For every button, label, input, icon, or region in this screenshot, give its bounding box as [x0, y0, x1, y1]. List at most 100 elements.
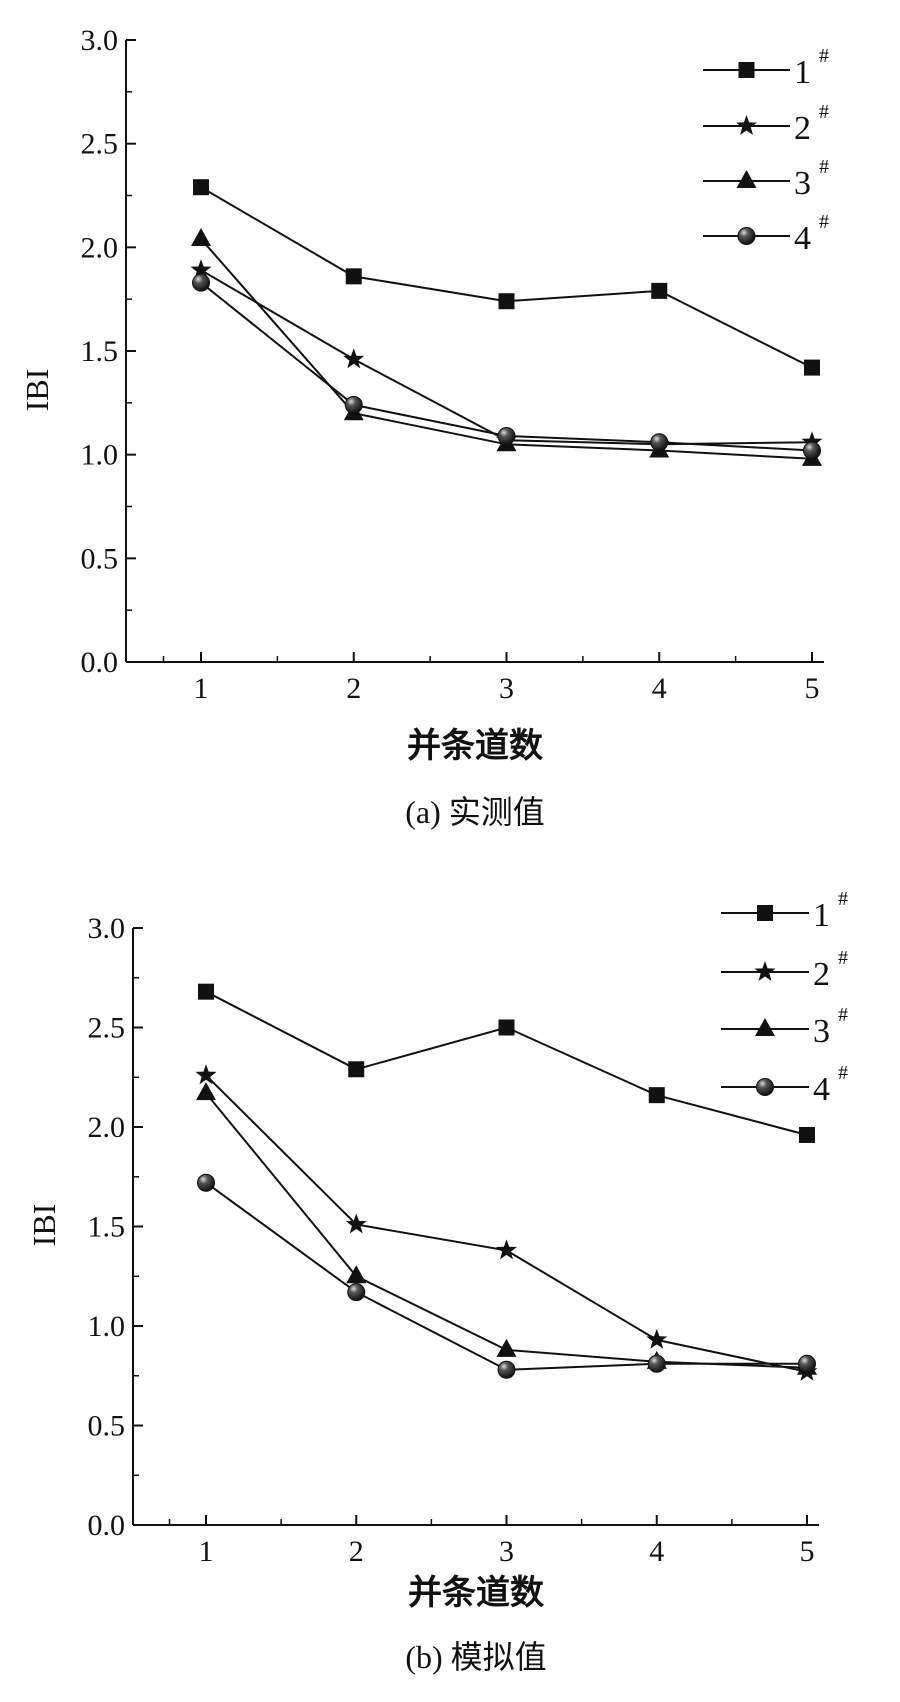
data-point-star — [345, 1213, 367, 1234]
series-line — [205, 1092, 808, 1369]
data-point-sphere — [347, 1283, 366, 1302]
x-tick-label: 5 — [800, 1535, 815, 1568]
series-line — [205, 990, 808, 1136]
legend-label: 3 — [813, 1013, 830, 1050]
legend-label-superscript: # — [838, 1062, 848, 1084]
x-axis-label: 并条道数 — [408, 1574, 544, 1612]
series-4# — [192, 273, 821, 460]
x-tick-label: 2 — [349, 1535, 364, 1568]
data-point-square — [198, 983, 214, 1000]
data-point-triangle — [191, 228, 211, 247]
data-point-triangle — [346, 1265, 367, 1284]
y-tick-label: 2.5 — [81, 128, 119, 161]
data-point-square — [648, 1087, 665, 1104]
y-tick-label: 0.0 — [88, 1509, 126, 1542]
legend-marker-triangle — [736, 170, 757, 188]
data-point-square — [498, 1019, 515, 1036]
legend-label: 1 — [794, 54, 811, 91]
legend-marker-sphere — [756, 1078, 774, 1096]
legend-label-superscript: # — [838, 1004, 848, 1026]
chart-caption: (a) 实测值 — [405, 794, 545, 830]
y-tick-label: 2.5 — [88, 1012, 126, 1045]
data-point-sphere — [647, 1354, 666, 1373]
data-point-square — [804, 359, 820, 376]
data-point-square — [799, 1126, 815, 1143]
data-point-sphere — [798, 1354, 816, 1373]
y-tick-label: 0.5 — [81, 542, 119, 575]
y-axis-label: IBI — [26, 1204, 62, 1247]
x-tick-label: 1 — [194, 672, 209, 705]
series-1# — [198, 983, 815, 1143]
series-line — [205, 1074, 808, 1373]
data-point-sphere — [497, 427, 516, 446]
x-tick-label: 5 — [805, 672, 820, 705]
legend-label: 2 — [794, 110, 811, 147]
data-point-sphere — [192, 273, 210, 292]
legend-entry: 2 # — [703, 101, 829, 147]
series-2# — [195, 1064, 818, 1381]
data-point-square — [651, 282, 668, 299]
x-tick-label: 4 — [652, 672, 667, 705]
legend-entry: 4 # — [703, 211, 829, 257]
y-axis-label: IBI — [19, 369, 55, 412]
data-point-sphere — [803, 441, 821, 460]
data-point-star — [343, 348, 365, 369]
data-point-triangle — [496, 1338, 517, 1357]
x-tick-label: 2 — [346, 672, 361, 705]
series-1# — [193, 179, 820, 376]
y-tick-label: 2.0 — [88, 1111, 126, 1144]
legend-marker-sphere — [737, 227, 756, 245]
legend-label-superscript: # — [819, 211, 829, 233]
legend-label-superscript: # — [838, 888, 848, 910]
y-tick-label: 0.5 — [88, 1410, 126, 1443]
legend-label: 2 — [813, 956, 830, 993]
legend-marker-star — [754, 961, 776, 981]
y-tick-label: 3.0 — [88, 912, 126, 945]
chart-a: 0.0 0.5 1.0 1.5 2.0 2.5 3.0 1 2 3 4 5 IBI 并条道数 (a) 实测值… — [19, 24, 829, 830]
y-tick-label: 0.0 — [81, 646, 119, 679]
data-point-star — [190, 259, 212, 279]
legend-entry: 1 # — [721, 888, 848, 934]
x-tick-label: 1 — [199, 1535, 214, 1568]
y-tick-label: 1.5 — [88, 1211, 126, 1244]
data-point-square — [348, 1061, 365, 1078]
data-point-square — [193, 179, 209, 196]
data-point-sphere — [197, 1173, 215, 1192]
data-point-sphere — [344, 395, 363, 414]
data-point-star — [496, 1239, 517, 1260]
y-tick-label: 1.0 — [81, 439, 119, 472]
x-axis-label: 并条道数 — [407, 727, 543, 765]
legend-entry: 3 # — [721, 1004, 848, 1050]
chart-b: 0.0 0.5 1.0 1.5 2.0 2.5 3.0 1 2 3 4 5 IBI 并条道数 (b) 模拟值… — [26, 888, 848, 1675]
legend-label: 4 — [813, 1071, 830, 1108]
legend-label-superscript: # — [819, 156, 829, 178]
legend-marker-square — [757, 905, 773, 921]
legend-marker-star — [736, 115, 757, 135]
data-point-star — [195, 1064, 217, 1085]
legend-entry: 2 # — [721, 947, 848, 993]
x-tick-label: 3 — [499, 672, 514, 705]
y-tick-label: 1.5 — [81, 335, 119, 368]
data-point-square — [345, 268, 362, 285]
series-2# — [190, 259, 823, 454]
series-3# — [196, 1082, 817, 1375]
legend-entry: 1 # — [703, 45, 829, 91]
legend-label: 4 — [794, 220, 811, 257]
legend-label: 3 — [794, 165, 811, 202]
x-tick-label: 4 — [649, 1535, 664, 1568]
data-point-star — [646, 1328, 668, 1349]
legend-marker-triangle — [755, 1018, 775, 1036]
data-point-sphere — [650, 433, 669, 452]
data-point-sphere — [497, 1360, 516, 1379]
y-tick-label: 1.0 — [88, 1310, 126, 1343]
y-tick-label: 3.0 — [81, 24, 119, 57]
legend-label-superscript: # — [819, 101, 829, 123]
series-line — [200, 186, 813, 369]
legend-label-superscript: # — [838, 947, 848, 969]
series-line — [200, 238, 813, 460]
chart-caption: (b) 模拟值 — [405, 1639, 546, 1675]
legend-marker-square — [738, 62, 755, 78]
data-point-star — [801, 431, 823, 452]
legend-entry: 3 # — [703, 156, 829, 202]
